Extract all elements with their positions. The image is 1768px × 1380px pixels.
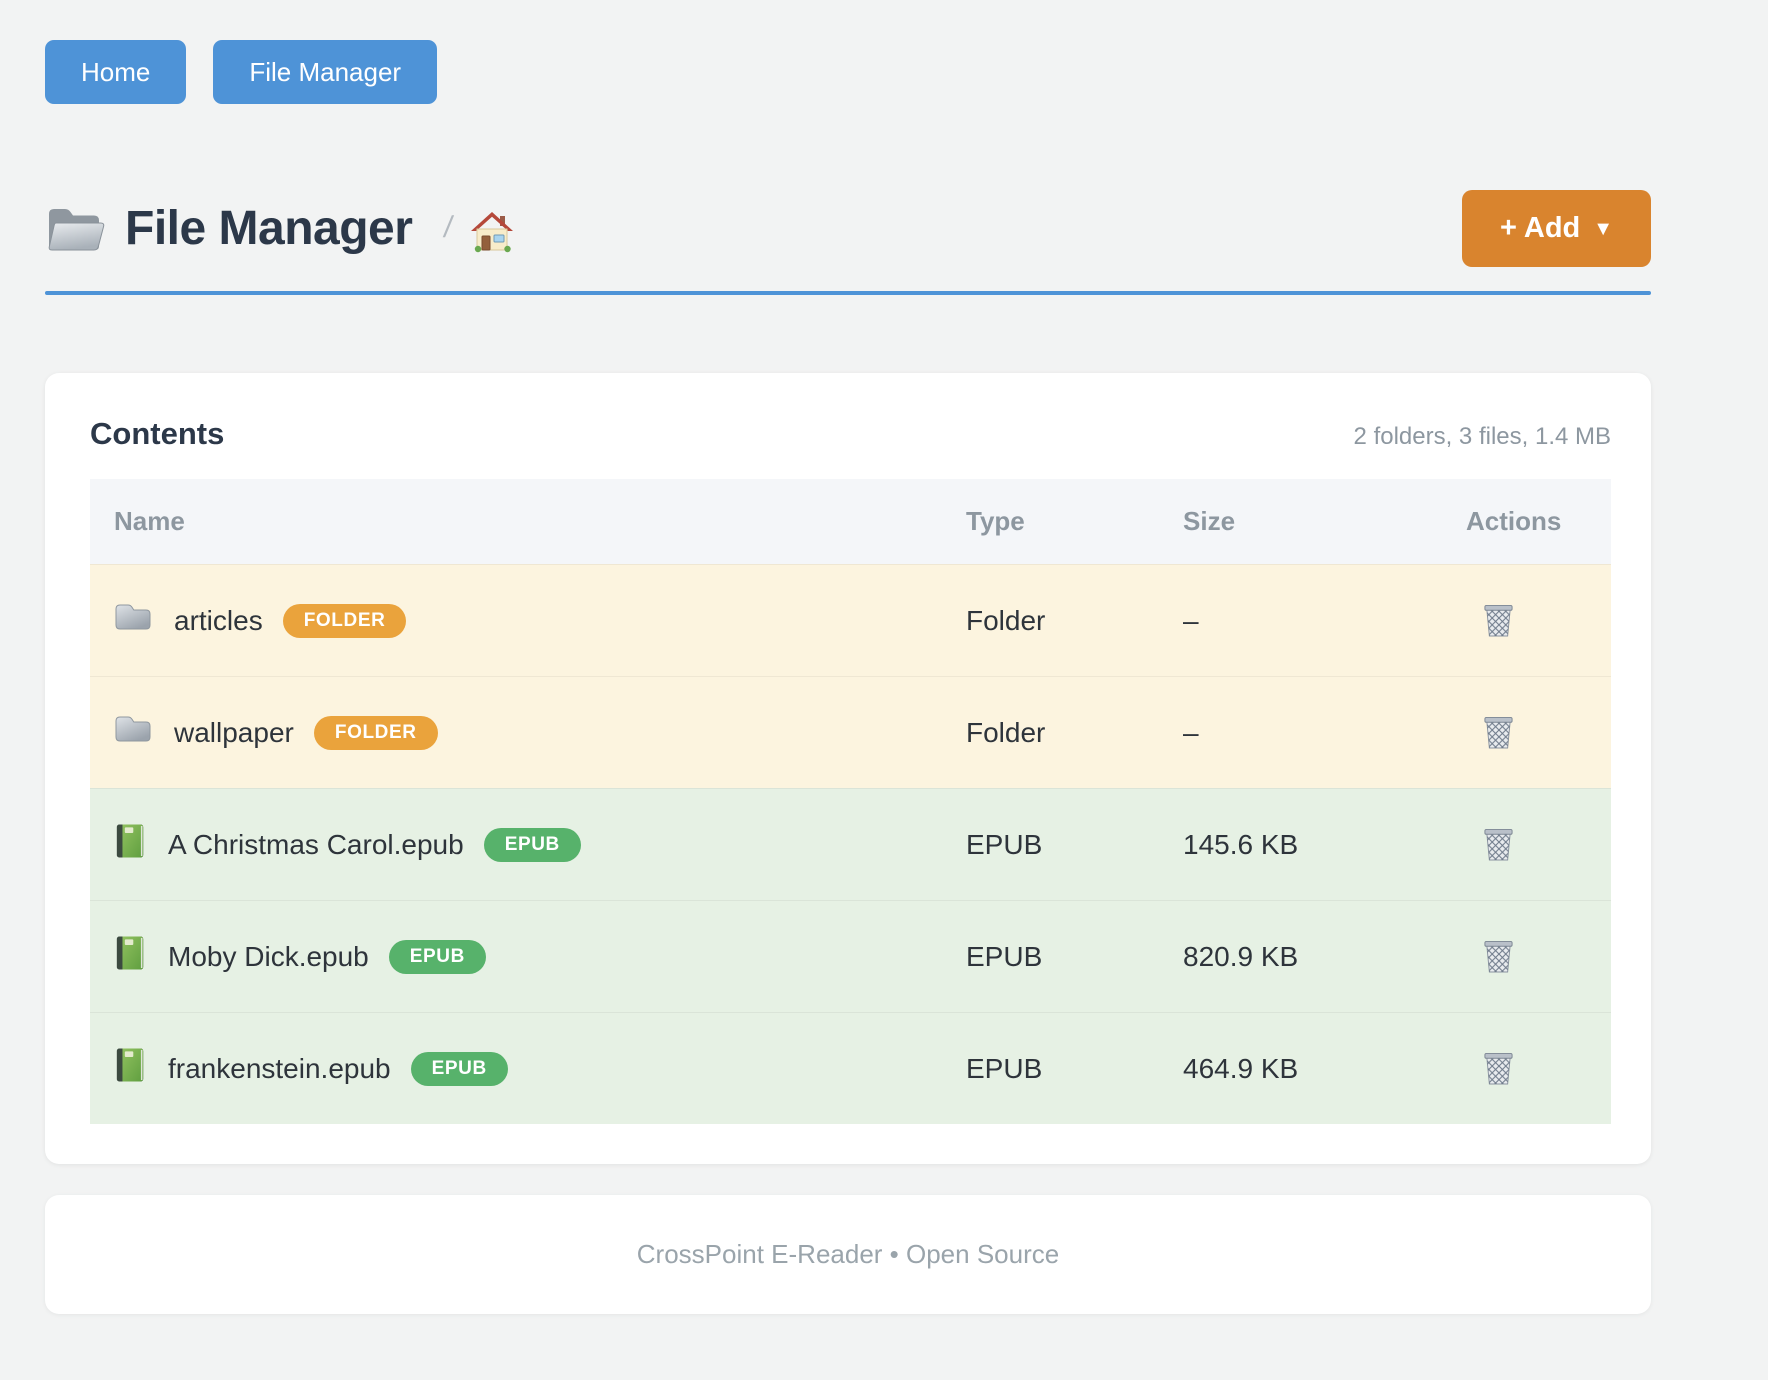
footer-text: CrossPoint E-Reader • Open Source xyxy=(636,1239,1060,1269)
file-size: – xyxy=(1183,716,1199,748)
file-name: articles xyxy=(174,604,263,636)
footer: CrossPoint E-Reader • Open Source xyxy=(45,1195,1651,1314)
file-type: EPUB xyxy=(966,940,1043,972)
table-row[interactable]: Moby Dick.epub EPUB EPUB 820.9 KB xyxy=(90,900,1611,1012)
green-book-icon xyxy=(114,935,146,978)
page-title: File Manager xyxy=(125,201,413,255)
home-icon[interactable] xyxy=(469,210,515,254)
open-folder-icon xyxy=(45,202,105,254)
green-book-icon xyxy=(114,823,146,866)
green-book-icon xyxy=(114,1047,146,1090)
epub-badge: EPUB xyxy=(388,939,486,974)
file-type: EPUB xyxy=(966,1052,1043,1084)
add-button[interactable]: + Add ▼ xyxy=(1462,189,1651,267)
folder-icon xyxy=(114,713,152,752)
column-header-actions: Actions xyxy=(1466,506,1562,536)
epub-badge: EPUB xyxy=(483,827,581,862)
wastebasket-icon xyxy=(1482,1049,1515,1089)
nav-file-manager-button[interactable]: File Manager xyxy=(213,40,438,104)
delete-button[interactable] xyxy=(1478,709,1519,757)
top-nav: Home File Manager xyxy=(45,40,1651,104)
header-divider xyxy=(45,291,1651,295)
file-name: frankenstein.epub xyxy=(168,1052,391,1084)
page: Home File Manager File Manager / + Add xyxy=(45,0,1651,1314)
file-name: Moby Dick.epub xyxy=(168,940,369,972)
contents-card: Contents 2 folders, 3 files, 1.4 MB Name… xyxy=(45,373,1651,1164)
file-name: A Christmas Carol.epub xyxy=(168,828,464,860)
file-size: 145.6 KB xyxy=(1183,828,1299,860)
table-row[interactable]: A Christmas Carol.epub EPUB EPUB 145.6 K… xyxy=(90,788,1611,900)
file-size: 464.9 KB xyxy=(1183,1052,1299,1084)
nav-home-button[interactable]: Home xyxy=(45,40,187,104)
page-header: File Manager / + Add ▼ xyxy=(45,189,1651,267)
wastebasket-icon xyxy=(1482,713,1515,753)
breadcrumb-separator: / xyxy=(442,211,456,244)
file-name: wallpaper xyxy=(174,716,294,748)
contents-summary: 2 folders, 3 files, 1.4 MB xyxy=(1353,423,1611,450)
add-button-label: + Add xyxy=(1499,211,1581,244)
folder-badge: FOLDER xyxy=(313,715,438,750)
folder-badge: FOLDER xyxy=(282,603,407,638)
delete-button[interactable] xyxy=(1478,597,1519,645)
contents-title: Contents xyxy=(90,416,225,451)
table-row[interactable]: articles FOLDER Folder – xyxy=(90,564,1611,676)
file-type: EPUB xyxy=(966,828,1043,860)
file-size: 820.9 KB xyxy=(1183,940,1299,972)
delete-button[interactable] xyxy=(1478,933,1519,981)
file-type: Folder xyxy=(966,716,1046,748)
file-table: Name Type Size Actions articles FOLDER F… xyxy=(90,479,1611,1124)
column-header-size: Size xyxy=(1183,506,1236,536)
delete-button[interactable] xyxy=(1478,1045,1519,1093)
table-row[interactable]: wallpaper FOLDER Folder – xyxy=(90,676,1611,788)
column-header-name: Name xyxy=(114,506,185,536)
table-header-row: Name Type Size Actions xyxy=(90,479,1611,564)
caret-down-icon: ▼ xyxy=(1593,218,1614,240)
file-type: Folder xyxy=(966,604,1046,636)
wastebasket-icon xyxy=(1482,937,1515,977)
file-size: – xyxy=(1183,604,1199,636)
delete-button[interactable] xyxy=(1478,821,1519,869)
table-row[interactable]: frankenstein.epub EPUB EPUB 464.9 KB xyxy=(90,1012,1611,1124)
wastebasket-icon xyxy=(1482,825,1515,865)
contents-card-header: Contents 2 folders, 3 files, 1.4 MB xyxy=(90,416,1611,452)
wastebasket-icon xyxy=(1482,601,1515,641)
epub-badge: EPUB xyxy=(410,1051,508,1086)
column-header-type: Type xyxy=(966,506,1025,536)
folder-icon xyxy=(114,601,152,640)
